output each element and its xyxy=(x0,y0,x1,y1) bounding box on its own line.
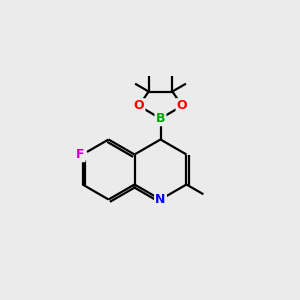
Text: F: F xyxy=(76,148,84,161)
Text: O: O xyxy=(177,99,188,112)
Text: O: O xyxy=(134,99,144,112)
Text: N: N xyxy=(155,193,166,206)
Text: B: B xyxy=(156,112,165,125)
